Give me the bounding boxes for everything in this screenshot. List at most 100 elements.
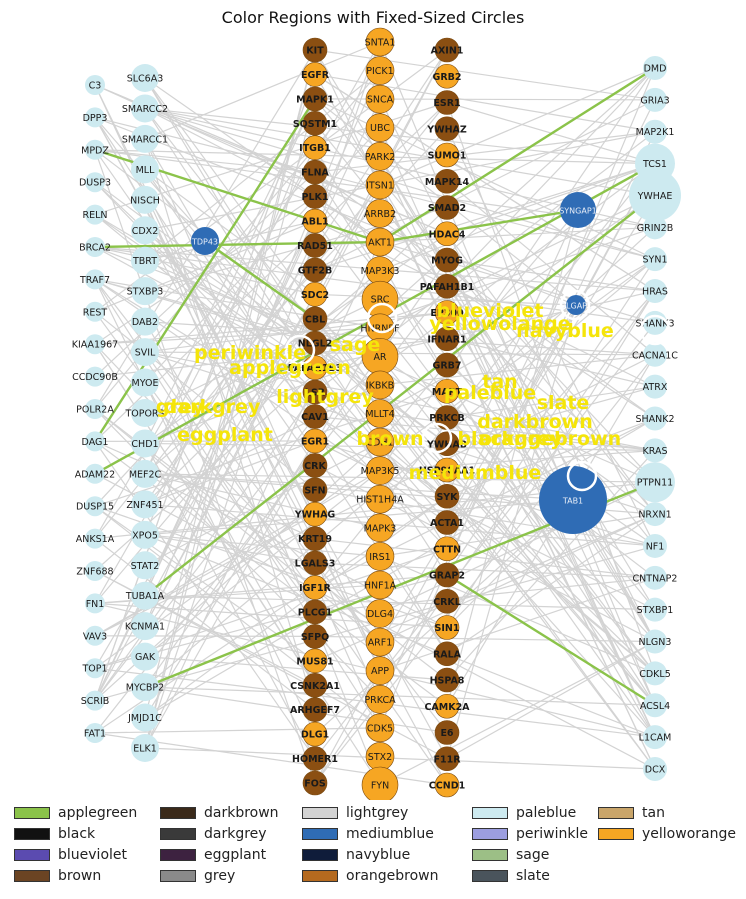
node-circle [85, 301, 105, 322]
edge [94, 116, 577, 306]
node: FN1 [85, 593, 105, 614]
edge [379, 481, 656, 615]
node-label: LSR [305, 388, 326, 399]
node: TOPORS [124, 399, 165, 427]
node: BRCA2 [79, 237, 111, 257]
node-label: SDC2 [301, 290, 329, 301]
node: CACNA1C [632, 342, 678, 367]
node-circle [302, 575, 328, 600]
edge [446, 258, 656, 576]
node-circle [85, 107, 105, 128]
edge [379, 208, 579, 244]
edge [144, 351, 656, 356]
node-circle [131, 216, 159, 245]
node-label: EGFR [301, 70, 330, 81]
region-label: orangebrown [479, 428, 621, 450]
node: HOMER1 [292, 746, 338, 771]
node-label: MAPT [432, 387, 463, 398]
legend-label: eggplant [204, 847, 267, 863]
node-label: GAK [135, 652, 156, 663]
edge [144, 194, 656, 597]
node: POLR2A [76, 399, 114, 419]
edge [446, 386, 656, 419]
node-label: LGALS3 [295, 559, 336, 570]
edge [144, 440, 316, 505]
node-label: ARHGEF7 [290, 705, 340, 716]
node-label: MAP3K3 [361, 266, 400, 277]
node: LGALS3 [295, 550, 336, 576]
node-label: RELN [82, 210, 107, 221]
node-circle [629, 169, 681, 222]
node: SHANK2 [635, 406, 675, 431]
edge [144, 131, 656, 231]
node-circle [85, 237, 105, 257]
edge [379, 513, 656, 643]
region-label: brown [356, 428, 423, 450]
node-circle [131, 399, 159, 427]
node: SMARCC1 [122, 124, 168, 153]
legend-item: lightgrey [302, 803, 408, 823]
node: TBRT [131, 246, 159, 275]
node-circle [365, 570, 395, 600]
edge [144, 194, 656, 444]
node-label: ACTA1 [430, 518, 464, 529]
node-label: CDK5 [367, 723, 393, 734]
edge [446, 338, 656, 388]
node-circle [365, 542, 395, 571]
node-label: MUS81 [296, 656, 333, 667]
node: CDH1 [365, 427, 395, 457]
edge [94, 214, 316, 369]
node: GAK [131, 642, 159, 671]
node-circle [643, 661, 667, 686]
node: CRKL [433, 588, 461, 614]
node-circle [434, 693, 460, 719]
node-circle [302, 550, 328, 576]
node-label: PLK1 [302, 192, 329, 203]
node: STXBP3 [127, 277, 163, 306]
node: MLLT4 [365, 399, 395, 428]
node: KIT [302, 37, 328, 63]
node-circle [302, 526, 328, 551]
region-label: tan [482, 371, 517, 393]
node-circle [365, 684, 395, 714]
edge [94, 408, 381, 700]
edge [446, 163, 656, 235]
edge [144, 229, 448, 786]
node-circle [434, 588, 460, 614]
node-circle [85, 269, 105, 290]
node-circle [302, 37, 328, 63]
edge [144, 98, 316, 749]
edge [144, 499, 574, 536]
node-label: KRT19 [298, 534, 332, 545]
node-circle [85, 366, 105, 387]
legend-label: black [58, 826, 96, 842]
node-circle [131, 368, 159, 397]
legend-swatch [302, 849, 338, 861]
region-label: eggplant [177, 424, 273, 446]
edge [144, 473, 574, 501]
node: TDP43 [191, 227, 219, 255]
node-label: HNF1A [364, 580, 397, 591]
node: SNTA1 [365, 27, 395, 57]
node: PTPN11 [635, 462, 675, 503]
node: STXBP1 [637, 597, 673, 622]
node-label: FYN [371, 781, 389, 792]
node-circle [365, 484, 395, 514]
legend-item: brown [14, 866, 101, 886]
node-label: ATRX [643, 382, 668, 393]
node-circle [643, 247, 667, 272]
node-circle [131, 551, 159, 580]
node: CRK [302, 453, 328, 478]
node-circle [434, 562, 460, 588]
node-circle [131, 277, 159, 306]
node-circle [302, 159, 328, 185]
legend-label: grey [204, 868, 236, 884]
region-marker [284, 334, 316, 366]
node-circle [85, 399, 105, 419]
edge [379, 98, 656, 642]
node: CBL [302, 306, 328, 332]
node-circle [302, 404, 328, 429]
node-label: CRK [304, 461, 326, 472]
node-label: MAP3K5 [361, 466, 400, 477]
legend-swatch [14, 849, 50, 861]
